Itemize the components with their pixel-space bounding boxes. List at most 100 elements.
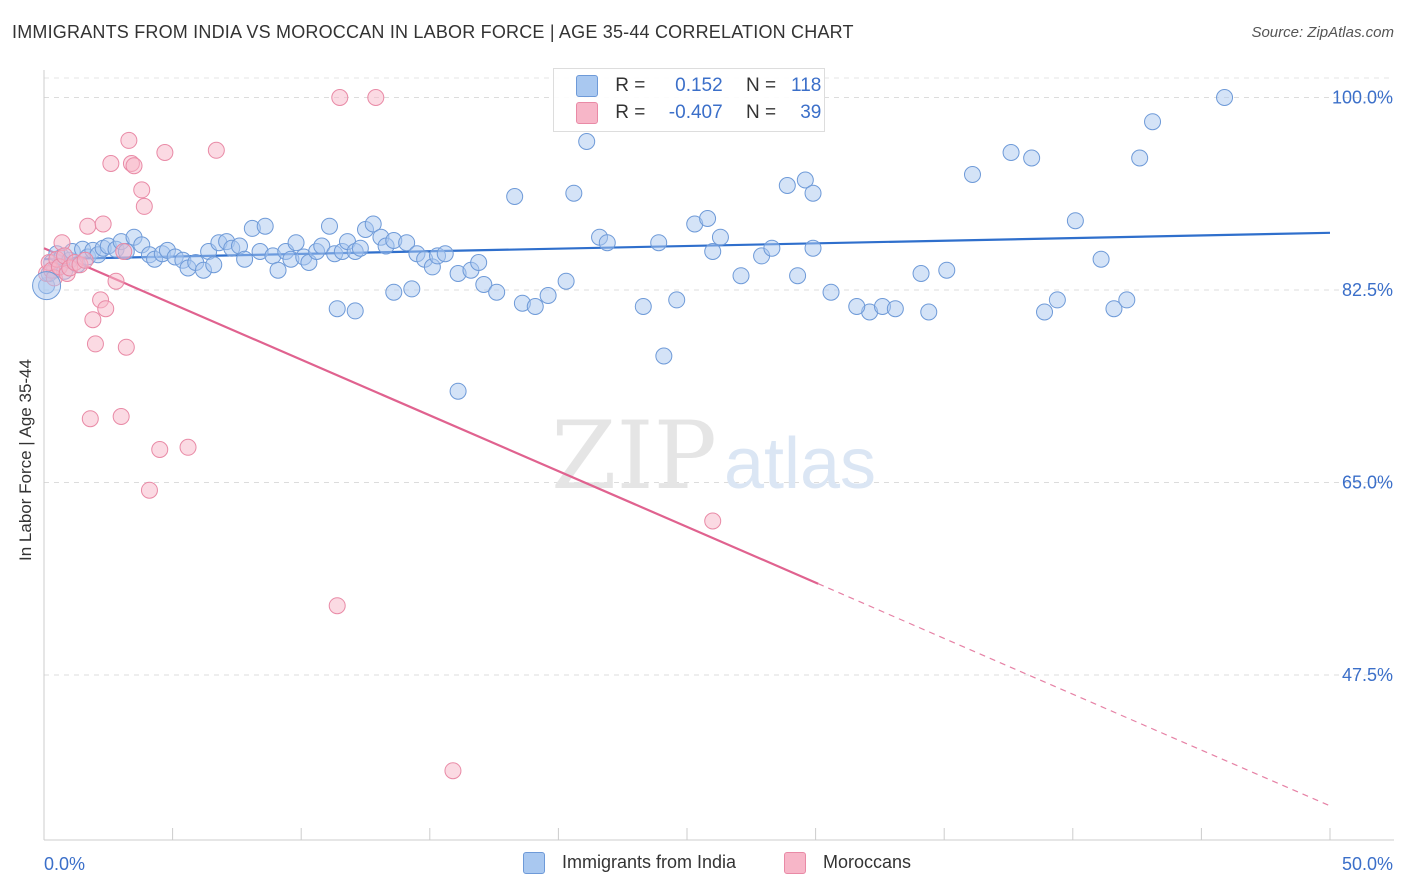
- data-point-india: [449, 382, 467, 400]
- data-point-moroccans: [76, 251, 94, 269]
- legend-item-moroccans[interactable]: Moroccans: [784, 852, 912, 875]
- data-point-india: [778, 177, 796, 194]
- data-point-moroccans: [135, 197, 153, 215]
- x-tick-label: 0.0%: [44, 854, 85, 874]
- data-point-india: [1144, 113, 1162, 131]
- data-point-india: [351, 239, 369, 257]
- data-point-india: [1216, 89, 1234, 106]
- data-point-india: [1002, 144, 1020, 161]
- data-point-india: [205, 256, 223, 274]
- data-point-india: [398, 234, 416, 252]
- legend-swatch-moroccans: [576, 102, 598, 124]
- data-point-india: [598, 234, 616, 252]
- data-point-india: [1023, 149, 1041, 167]
- data-point-moroccans: [94, 215, 112, 233]
- data-point-india: [256, 217, 274, 235]
- data-point-india: [236, 250, 254, 268]
- data-point-moroccans: [117, 338, 135, 356]
- data-point-india: [346, 302, 364, 320]
- tick-labels: 100.0% 82.5% 65.0% 47.5% 0.0% 50.0%: [44, 88, 1393, 875]
- data-point-moroccans: [367, 89, 385, 106]
- data-point-india: [763, 239, 781, 257]
- y-tick-label: 65.0%: [1342, 473, 1393, 493]
- data-point-india: [912, 265, 930, 282]
- data-point-india: [668, 291, 686, 309]
- data-point-india: [1048, 291, 1066, 309]
- data-point-india: [32, 271, 62, 301]
- legend-swatch-india: [523, 852, 545, 875]
- n-label: N =: [745, 102, 777, 124]
- data-point-india: [938, 261, 956, 279]
- n-label: N =: [745, 75, 777, 97]
- data-point-moroccans: [81, 410, 99, 428]
- data-point-india: [804, 184, 822, 202]
- legend-row-india: R = 0.152 N = 118: [576, 75, 821, 99]
- data-point-moroccans: [84, 311, 102, 329]
- data-point-india: [1118, 291, 1136, 309]
- data-point-india: [963, 166, 981, 183]
- data-point-india: [704, 243, 722, 260]
- data-point-india: [385, 283, 403, 301]
- data-point-india: [796, 171, 814, 189]
- r-value: 0.152: [675, 75, 723, 97]
- r-label: R =: [615, 75, 646, 97]
- source-label: Source: ZipAtlas.com: [1251, 24, 1394, 41]
- data-point-india: [1066, 212, 1084, 230]
- data-point-india: [848, 298, 866, 315]
- y-tick-label: 100.0%: [1332, 88, 1393, 108]
- data-point-india: [287, 234, 305, 252]
- legend-swatch-moroccans: [784, 852, 806, 875]
- legend-label-moroccans: Moroccans: [823, 852, 912, 872]
- data-point-india: [403, 280, 421, 298]
- data-point-moroccans: [120, 131, 138, 149]
- data-point-india: [804, 239, 822, 257]
- data-point-india: [320, 217, 338, 235]
- data-point-india: [822, 283, 840, 301]
- data-point-india: [470, 254, 488, 271]
- data-point-india: [436, 245, 454, 263]
- data-point-india: [1105, 300, 1123, 318]
- data-point-india: [711, 228, 729, 246]
- legend-swatch-india: [576, 75, 598, 97]
- data-point-india: [886, 300, 904, 318]
- data-point-india: [634, 298, 652, 315]
- data-point-india: [650, 234, 668, 252]
- data-point-moroccans: [328, 597, 346, 615]
- y-tick-label: 47.5%: [1342, 665, 1393, 685]
- data-point-india: [488, 283, 506, 301]
- data-point-india: [578, 133, 596, 150]
- data-point-india: [565, 184, 583, 202]
- data-point-india: [732, 267, 750, 285]
- data-point-moroccans: [704, 512, 722, 530]
- data-point-moroccans: [102, 155, 120, 172]
- data-point-india: [789, 267, 807, 285]
- data-point-moroccans: [444, 762, 462, 780]
- legend-label-india: Immigrants from India: [562, 852, 737, 872]
- data-point-india: [364, 215, 382, 233]
- correlation-legend: R = 0.152 N = 118 R = -0.407 N = 39: [553, 68, 825, 132]
- data-point-moroccans: [133, 181, 151, 199]
- x-tick-label: 50.0%: [1342, 854, 1393, 874]
- n-value: 118: [791, 75, 822, 97]
- chart-title: IMMIGRANTS FROM INDIA VS MOROCCAN IN LAB…: [12, 22, 854, 42]
- trend-lines: [43, 231, 1331, 807]
- data-point-moroccans: [125, 157, 143, 175]
- legend-item-india[interactable]: Immigrants from India: [523, 852, 737, 875]
- watermark: ZIP atlas: [551, 402, 876, 511]
- data-point-india: [313, 237, 331, 255]
- data-points: [32, 89, 1234, 780]
- data-point-moroccans: [86, 335, 104, 353]
- data-point-moroccans: [331, 89, 349, 106]
- data-point-moroccans: [107, 272, 125, 290]
- series-legend: Immigrants from India Moroccans: [0, 852, 1406, 878]
- data-point-india: [506, 188, 524, 205]
- data-point-india: [557, 272, 575, 290]
- watermark-atlas: atlas: [724, 424, 876, 504]
- data-point-india: [526, 298, 544, 315]
- data-point-india: [1131, 149, 1149, 167]
- n-value: 39: [800, 102, 822, 124]
- trend-line-moroccans: [43, 247, 819, 585]
- data-point-india: [1036, 303, 1054, 321]
- data-point-moroccans: [97, 300, 115, 318]
